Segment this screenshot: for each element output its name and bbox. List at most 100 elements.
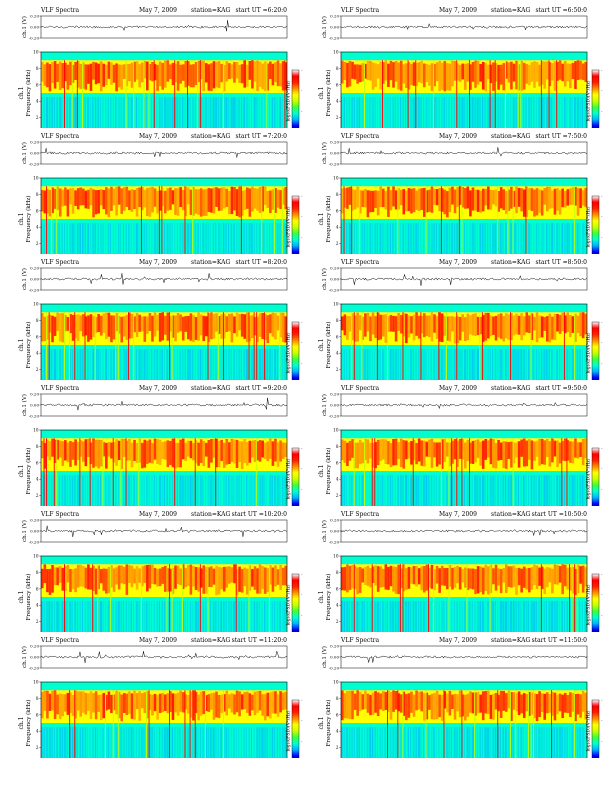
spectrogram-low-band-cell — [220, 727, 222, 758]
colorbar-tick-label: - — [301, 194, 303, 199]
spectrogram-low-band-cell — [369, 349, 371, 380]
spectrogram-emission-cell — [379, 61, 382, 90]
spectrogram-emission-cell — [146, 564, 149, 592]
spectrogram-emission-cell — [351, 313, 354, 341]
spectrogram-emission-cell — [543, 316, 546, 331]
spectrogram-emission-cell — [174, 442, 177, 469]
spectrogram-emission-cell — [207, 439, 211, 468]
spectrogram-emission-cell — [502, 189, 505, 211]
spectrogram-low-band-cell — [494, 727, 497, 758]
spectrogram-emission-cell — [112, 188, 116, 206]
spectrogram-emission-cell — [156, 190, 159, 214]
spectrogram-low-band-cell — [61, 727, 64, 758]
spectrogram-low-band-cell — [181, 97, 184, 128]
spectrogram-emission-cell — [420, 691, 423, 712]
spectrogram-low-band-cell — [184, 475, 187, 506]
spectrogram-emission-cell — [120, 565, 123, 584]
spectrogram-emission-cell — [269, 314, 272, 334]
spectrogram-emission-cell — [179, 187, 182, 208]
spectrogram-low-band-cell — [79, 601, 81, 632]
spectrogram-emission-cell — [240, 568, 244, 593]
spectrogram-low-band-cell — [181, 601, 185, 632]
spectrogram-low-band-cell — [420, 97, 422, 128]
spectrogram-emission-cell — [212, 313, 216, 339]
spectrogram-emission-cell — [492, 693, 495, 720]
spectrogram-emission-cell — [151, 564, 154, 584]
spectrogram-low-band-cell — [161, 475, 164, 506]
spectrogram-low-band-cell — [251, 601, 253, 632]
spectrogram-emission-cell — [212, 438, 216, 458]
spectrogram-low-band-cell — [166, 475, 168, 506]
spectrogram-top-band — [41, 178, 287, 185]
spectrogram-low-band-cell — [440, 349, 443, 380]
spectrogram-ylabel-channel: ch.1 — [18, 87, 25, 100]
spectrogram-spheric-streak — [64, 564, 65, 632]
spectrogram-emission-cell — [351, 564, 354, 589]
spectrogram-low-band-cell — [538, 349, 540, 380]
spectrogram-spheric-streak — [361, 312, 363, 380]
spectrogram-low-band-cell — [76, 727, 78, 758]
spectrogram-low-band-cell — [481, 223, 484, 254]
spectrogram-low-band-cell — [53, 223, 56, 254]
spectrogram-emission-cell — [89, 442, 93, 465]
spectrogram-low-band-cell — [107, 727, 110, 758]
spectrogram-emission-cell — [202, 565, 205, 594]
spectrogram-emission-cell — [394, 691, 398, 710]
spectrogram-emission-cell — [351, 439, 354, 458]
spectrogram-low-band-cell — [561, 223, 564, 254]
spectrogram-low-band-cell — [384, 727, 386, 758]
spectrogram-low-band-cell — [456, 223, 458, 254]
spectrogram-emission-cell — [192, 565, 195, 587]
spectrogram-low-band-cell — [425, 97, 428, 128]
spectrogram-low-band-cell — [41, 223, 43, 254]
spectrogram-emission-cell — [102, 63, 106, 87]
panel-start-time: start UT =8:50:0 — [535, 259, 587, 266]
waveform-ytick-label: 0.20 — [330, 140, 339, 145]
spectrogram-ytick-label: 8 — [336, 696, 339, 701]
spectrogram-emission-cell — [69, 568, 72, 592]
colorbar — [291, 447, 300, 506]
spectrogram-low-band-cell — [148, 349, 150, 380]
spectrogram-emission-cell — [569, 315, 572, 337]
spectrogram-low-band-cell — [281, 601, 285, 632]
spectrogram-emission-cell — [120, 188, 123, 214]
spectrogram-emission-cell — [369, 190, 372, 213]
spectrogram-low-band-cell — [343, 97, 345, 128]
spectrogram-emission-cell — [446, 191, 449, 218]
spectrogram-low-band-cell — [364, 349, 366, 380]
spectrogram-low-band-cell — [453, 349, 456, 380]
spectrogram-emission-cell — [510, 312, 513, 341]
colorbar-tick-label: - — [301, 487, 303, 492]
spectrogram-emission-cell — [479, 316, 482, 335]
spectrogram-emission-cell — [435, 442, 439, 467]
spectrogram-spheric-streak — [479, 312, 481, 380]
spectrogram-emission-cell — [481, 440, 485, 469]
spectrogram-low-band-cell — [402, 223, 404, 254]
waveform-trace — [340, 147, 588, 157]
spectrogram-emission-cell — [64, 62, 67, 82]
spectrogram-low-band-cell — [215, 349, 217, 380]
spectrogram-emission-cell — [458, 186, 462, 205]
spectrogram-low-band-cell — [89, 601, 91, 632]
spectrogram-low-band-cell — [466, 727, 469, 758]
spectrogram-low-band-cell — [374, 601, 377, 632]
spectrogram-low-band-cell — [379, 223, 382, 254]
spectrogram-low-band-cell — [125, 223, 128, 254]
spectrogram-emission-cell — [138, 568, 141, 583]
spectrogram-emission-cell — [430, 693, 434, 720]
spectrogram-spheric-streak — [199, 60, 201, 128]
spectrogram-low-band-cell — [435, 475, 437, 506]
spectrogram-low-band-cell — [358, 349, 361, 380]
spectrogram-low-band-cell — [84, 475, 86, 506]
spectrogram-emission-cell — [366, 60, 370, 80]
spectrogram-emission-cell — [507, 189, 511, 211]
spectrogram-spheric-streak — [533, 690, 535, 758]
spectrogram-spheric-streak — [92, 564, 94, 632]
spectrogram-low-band-cell — [210, 601, 212, 632]
spectrogram-ytick-label: 8 — [36, 696, 39, 701]
spectrogram-low-band-cell — [540, 475, 543, 506]
spectrogram-low-band-cell — [212, 97, 215, 128]
spectrogram-low-band-cell — [348, 97, 351, 128]
spectrogram-low-band-cell — [456, 601, 458, 632]
spectrogram-low-band-cell — [166, 601, 169, 632]
